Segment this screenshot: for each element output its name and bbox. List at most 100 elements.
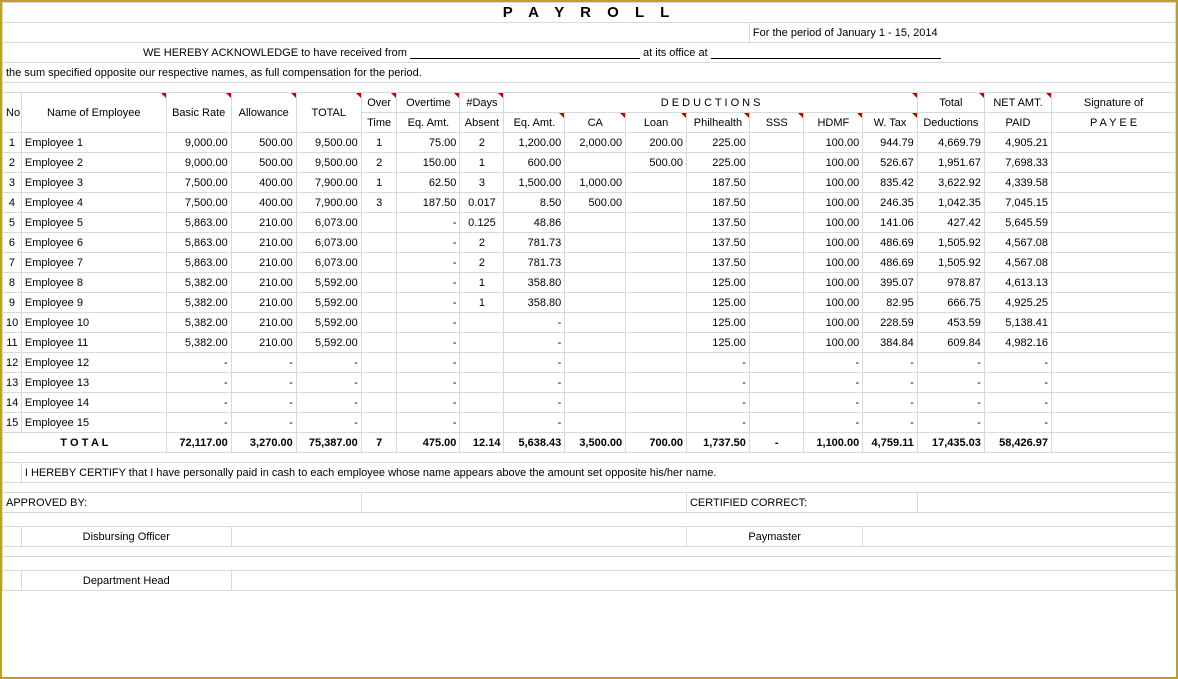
cell-phil[interactable]: 125.00 xyxy=(686,333,749,353)
cell-tded[interactable]: 1,505.92 xyxy=(917,233,984,253)
cell-no[interactable]: 15 xyxy=(3,413,22,433)
cell-sss[interactable] xyxy=(749,173,804,193)
cell-ot[interactable] xyxy=(361,213,397,233)
cell-net[interactable]: 7,698.33 xyxy=(984,153,1051,173)
cell-total[interactable]: 5,592.00 xyxy=(296,313,361,333)
cell-basic[interactable]: 5,382.00 xyxy=(166,293,231,313)
cell-eqamt[interactable]: 358.80 xyxy=(504,273,565,293)
cell-sss[interactable] xyxy=(749,193,804,213)
cell-tded[interactable]: 1,951.67 xyxy=(917,153,984,173)
cell-hdmf[interactable]: 100.00 xyxy=(804,133,863,153)
cell-name[interactable]: Employee 4 xyxy=(21,193,166,213)
cell-sig[interactable] xyxy=(1052,233,1176,253)
cell-tded[interactable]: - xyxy=(917,413,984,433)
cell-hdmf[interactable]: 100.00 xyxy=(804,293,863,313)
cell-allow[interactable]: 210.00 xyxy=(231,273,296,293)
cell-days[interactable]: 1 xyxy=(460,293,504,313)
cell-ot[interactable] xyxy=(361,253,397,273)
cell-sss[interactable] xyxy=(749,133,804,153)
cell-days[interactable]: 2 xyxy=(460,233,504,253)
cell-days[interactable] xyxy=(460,353,504,373)
cell-wtax[interactable]: 486.69 xyxy=(863,253,918,273)
received-from-blank[interactable] xyxy=(410,46,640,59)
cell-hdmf[interactable]: 100.00 xyxy=(804,193,863,213)
cell-sig[interactable] xyxy=(1052,393,1176,413)
cell-basic[interactable]: 5,863.00 xyxy=(166,253,231,273)
cell-days[interactable]: 1 xyxy=(460,153,504,173)
cell-days[interactable]: 2 xyxy=(460,133,504,153)
cell-loan[interactable]: 200.00 xyxy=(626,133,687,153)
cell-tded[interactable]: 4,669.79 xyxy=(917,133,984,153)
cell-sss[interactable] xyxy=(749,313,804,333)
cell-net[interactable]: - xyxy=(984,393,1051,413)
cell-allow[interactable]: - xyxy=(231,413,296,433)
cell-loan[interactable] xyxy=(626,393,687,413)
cell-name[interactable]: Employee 9 xyxy=(21,293,166,313)
cell-oteq[interactable]: 187.50 xyxy=(397,193,460,213)
cell-eqamt[interactable]: 358.80 xyxy=(504,293,565,313)
cell-eqamt[interactable]: 781.73 xyxy=(504,233,565,253)
cell-hdmf[interactable]: 100.00 xyxy=(804,253,863,273)
cell-total[interactable]: 7,900.00 xyxy=(296,173,361,193)
cell-loan[interactable] xyxy=(626,233,687,253)
cell-days[interactable]: 2 xyxy=(460,253,504,273)
cell-days[interactable] xyxy=(460,313,504,333)
cell-name[interactable]: Employee 15 xyxy=(21,413,166,433)
cell-days[interactable]: 0.017 xyxy=(460,193,504,213)
cell-name[interactable]: Employee 1 xyxy=(21,133,166,153)
cell-eqamt[interactable]: - xyxy=(504,393,565,413)
cell-wtax[interactable]: 395.07 xyxy=(863,273,918,293)
cell-ca[interactable] xyxy=(565,233,626,253)
cell-tded[interactable]: - xyxy=(917,393,984,413)
cell-ot[interactable] xyxy=(361,413,397,433)
cell-net[interactable]: 4,567.08 xyxy=(984,253,1051,273)
cell-ca[interactable] xyxy=(565,373,626,393)
cell-sig[interactable] xyxy=(1052,133,1176,153)
cell-phil[interactable]: - xyxy=(686,373,749,393)
cell-allow[interactable]: - xyxy=(231,373,296,393)
cell-loan[interactable] xyxy=(626,373,687,393)
cell-wtax[interactable]: 835.42 xyxy=(863,173,918,193)
cell-total[interactable]: 9,500.00 xyxy=(296,153,361,173)
cell-oteq[interactable]: - xyxy=(397,213,460,233)
office-at-blank[interactable] xyxy=(711,46,941,59)
cell-phil[interactable]: 225.00 xyxy=(686,153,749,173)
cell-net[interactable]: 4,982.16 xyxy=(984,333,1051,353)
cell-days[interactable] xyxy=(460,413,504,433)
cell-sss[interactable] xyxy=(749,153,804,173)
cell-hdmf[interactable]: 100.00 xyxy=(804,233,863,253)
cell-loan[interactable]: 500.00 xyxy=(626,153,687,173)
cell-oteq[interactable]: - xyxy=(397,393,460,413)
cell-sss[interactable] xyxy=(749,253,804,273)
cell-ot[interactable] xyxy=(361,233,397,253)
cell-total[interactable]: 5,592.00 xyxy=(296,273,361,293)
cell-net[interactable]: 4,905.21 xyxy=(984,133,1051,153)
cell-loan[interactable] xyxy=(626,413,687,433)
cell-oteq[interactable]: - xyxy=(397,273,460,293)
cell-phil[interactable]: - xyxy=(686,393,749,413)
cell-name[interactable]: Employee 2 xyxy=(21,153,166,173)
cell-allow[interactable]: - xyxy=(231,353,296,373)
cell-allow[interactable]: 210.00 xyxy=(231,333,296,353)
cell-ot[interactable] xyxy=(361,373,397,393)
cell-phil[interactable]: 187.50 xyxy=(686,193,749,213)
cell-eqamt[interactable]: 48.86 xyxy=(504,213,565,233)
cell-ot[interactable]: 3 xyxy=(361,193,397,213)
cell-no[interactable]: 3 xyxy=(3,173,22,193)
cell-sig[interactable] xyxy=(1052,293,1176,313)
cell-hdmf[interactable]: 100.00 xyxy=(804,313,863,333)
cell-basic[interactable]: 9,000.00 xyxy=(166,153,231,173)
cell-no[interactable]: 4 xyxy=(3,193,22,213)
cell-eqamt[interactable]: - xyxy=(504,333,565,353)
cell-no[interactable]: 11 xyxy=(3,333,22,353)
cell-wtax[interactable]: 228.59 xyxy=(863,313,918,333)
cell-days[interactable] xyxy=(460,333,504,353)
cell-net[interactable]: - xyxy=(984,373,1051,393)
cell-total[interactable]: - xyxy=(296,373,361,393)
cell-eqamt[interactable]: 1,200.00 xyxy=(504,133,565,153)
cell-phil[interactable]: 225.00 xyxy=(686,133,749,153)
cell-no[interactable]: 1 xyxy=(3,133,22,153)
cell-total[interactable]: 9,500.00 xyxy=(296,133,361,153)
cell-name[interactable]: Employee 12 xyxy=(21,353,166,373)
cell-sss[interactable] xyxy=(749,233,804,253)
